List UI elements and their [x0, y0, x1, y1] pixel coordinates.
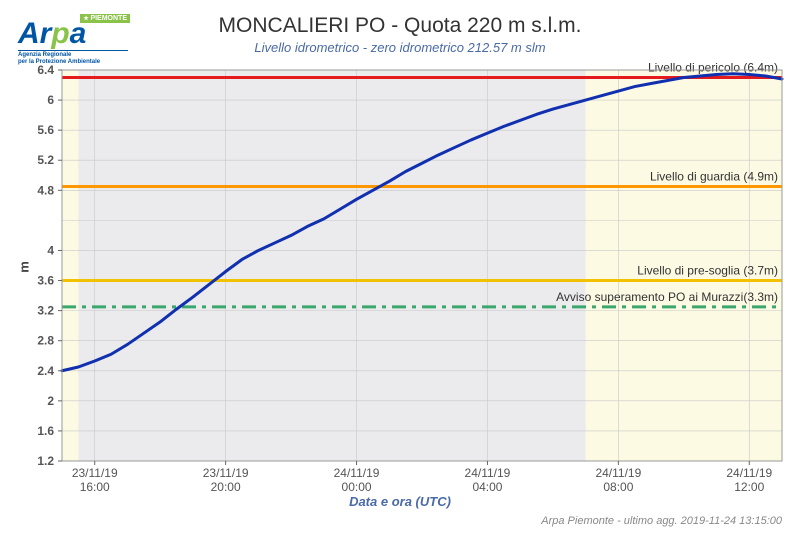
title-block: MONCALIERI PO - Quota 220 m s.l.m. Livel…	[0, 14, 800, 55]
svg-text:00:00: 00:00	[342, 480, 372, 494]
y-axis-unit: m	[16, 261, 31, 273]
svg-text:3.2: 3.2	[37, 304, 54, 318]
svg-text:2.4: 2.4	[37, 364, 54, 378]
svg-text:6.4: 6.4	[37, 63, 54, 77]
svg-text:Livello di pre-soglia (3.7m): Livello di pre-soglia (3.7m)	[637, 264, 778, 278]
chart-subtitle: Livello idrometrico - zero idrometrico 2…	[0, 40, 800, 55]
svg-text:6: 6	[47, 93, 54, 107]
svg-text:1.6: 1.6	[37, 424, 54, 438]
svg-text:04:00: 04:00	[472, 480, 502, 494]
svg-text:2.8: 2.8	[37, 334, 54, 348]
svg-text:08:00: 08:00	[603, 480, 633, 494]
footer-timestamp: Arpa Piemonte - ultimo agg. 2019-11-24 1…	[541, 515, 782, 527]
svg-text:1.2: 1.2	[37, 454, 54, 468]
svg-text:24/11/19: 24/11/19	[465, 466, 511, 480]
svg-text:24/11/19: 24/11/19	[595, 466, 641, 480]
svg-text:16:00: 16:00	[80, 480, 110, 494]
svg-text:12:00: 12:00	[734, 480, 764, 494]
svg-text:3.6: 3.6	[37, 274, 54, 288]
svg-text:Avviso superamento PO ai Muraz: Avviso superamento PO ai Murazzi(3.3m)	[556, 290, 778, 304]
svg-text:2: 2	[47, 394, 54, 408]
svg-text:4: 4	[47, 243, 54, 257]
svg-text:Livello di pericolo (6.4m): Livello di pericolo (6.4m)	[648, 61, 778, 75]
chart-area: Livello di pericolo (6.4m)Livello di gua…	[62, 70, 782, 461]
svg-text:20:00: 20:00	[211, 480, 241, 494]
chart-title: MONCALIERI PO - Quota 220 m s.l.m.	[0, 14, 800, 38]
svg-text:23/11/19: 23/11/19	[72, 466, 118, 480]
svg-text:24/11/19: 24/11/19	[334, 466, 380, 480]
x-axis-label: Data e ora (UTC)	[0, 494, 800, 509]
svg-text:5.6: 5.6	[37, 123, 54, 137]
svg-text:5.2: 5.2	[37, 153, 54, 167]
svg-text:Livello di guardia (4.9m): Livello di guardia (4.9m)	[650, 170, 778, 184]
svg-text:23/11/19: 23/11/19	[203, 466, 249, 480]
svg-text:4.8: 4.8	[37, 183, 54, 197]
hydrograph-chart: Livello di pericolo (6.4m)Livello di gua…	[62, 70, 782, 461]
svg-text:24/11/19: 24/11/19	[726, 466, 772, 480]
